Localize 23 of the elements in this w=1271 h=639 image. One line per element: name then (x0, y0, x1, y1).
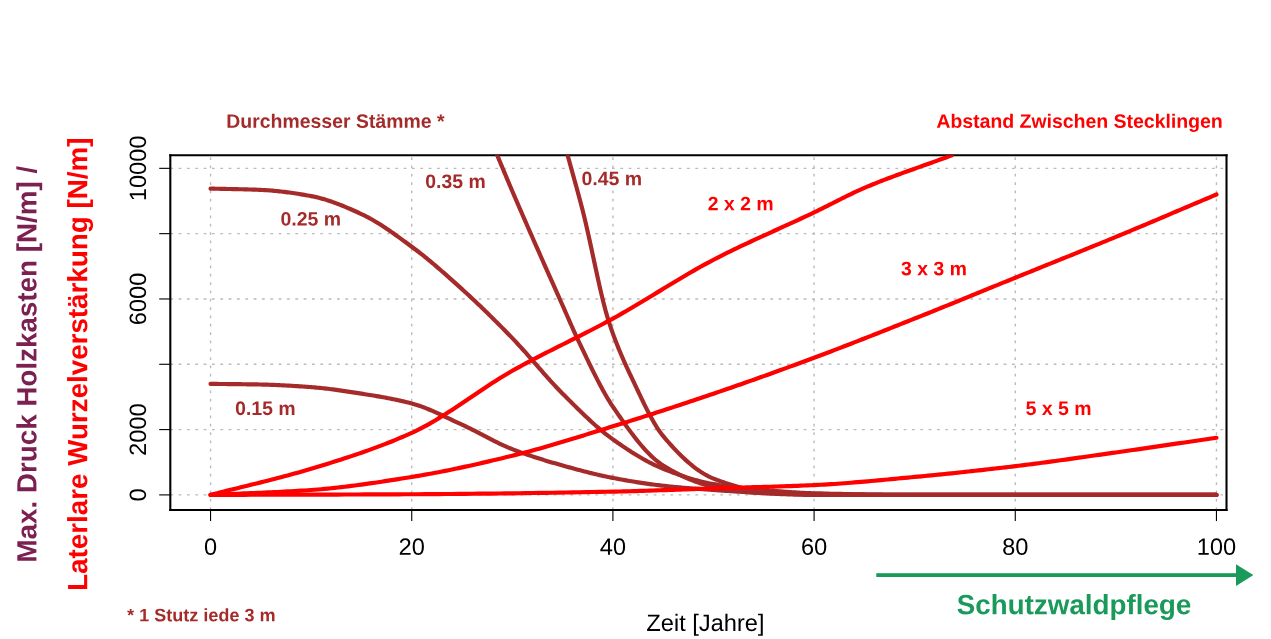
y-tick-label: 10000 (129, 136, 147, 200)
y-tick-label: 6000 (129, 273, 147, 325)
x-tick-label: 40 (600, 538, 626, 556)
series-label: 0.45 m (582, 171, 641, 186)
series-label: 2 x 2 m (708, 196, 773, 211)
text: 5 x 5 m (1026, 401, 1091, 416)
x-tick-label: 80 (1003, 538, 1028, 556)
text: Schutzwaldpflege (957, 594, 1191, 621)
series-label: 0.15 m (235, 401, 295, 416)
x-tick-label: 0 (204, 538, 217, 556)
y-tick-label: 0 (129, 489, 147, 501)
series-label: 3 x 3 m (901, 261, 966, 276)
y-tick-label: 2000 (129, 404, 147, 455)
series-label: 0.35 m (425, 174, 485, 189)
x-tick-label: 100 (1198, 538, 1236, 556)
x-axis-title: Zeit [Jahre] (647, 613, 763, 636)
y-axis-title: Max. Druck Holzkasten [N/m] / Laterlare Wurzelverstärkung [N/m] (16, 139, 94, 590)
chart-subtitle: Abstand Zwischen Stecklingen (936, 113, 1222, 132)
series-label: 0.25 m (281, 211, 340, 226)
x-tick-label: 60 (802, 538, 827, 556)
chart-title: Durchmesser Stämme * (227, 113, 445, 128)
x-tick-label: 20 (399, 538, 424, 556)
text: * 1 Stutz iede 3 m (127, 608, 275, 622)
